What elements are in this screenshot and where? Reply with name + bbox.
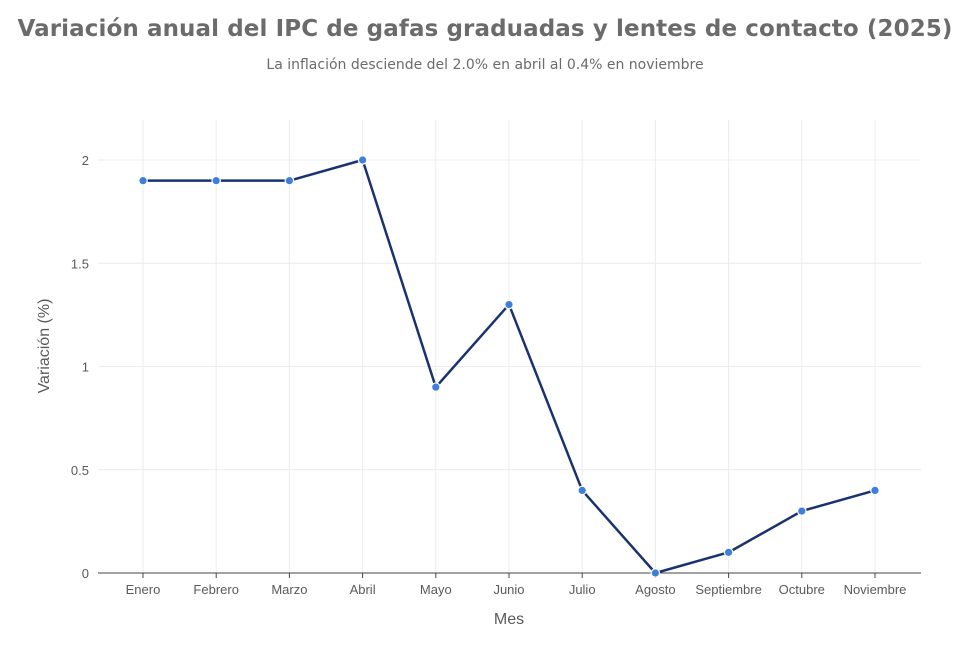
data-point <box>432 383 440 391</box>
y-tick-label: 0 <box>82 566 89 581</box>
y-tick-label: 1.5 <box>71 256 89 271</box>
data-point <box>285 176 293 184</box>
x-tick-label: Octubre <box>779 582 825 597</box>
data-point <box>505 300 513 308</box>
data-point <box>139 176 147 184</box>
x-tick-labels: Enero Febrero Marzo Abril Mayo Junio Julio Agos… <box>126 582 907 597</box>
data-point <box>212 176 220 184</box>
x-tick-label: Febrero <box>193 582 239 597</box>
y-tick-labels: 0 0.5 1 1.5 2 <box>71 153 89 581</box>
axes <box>98 573 921 578</box>
x-tick-label: Junio <box>493 582 524 597</box>
y-axis-title: Variación (%) <box>36 299 53 394</box>
x-tick-label: Noviembre <box>844 582 907 597</box>
x-tick-label: Agosto <box>635 582 675 597</box>
x-tick-label: Mayo <box>420 582 452 597</box>
data-point <box>798 507 806 515</box>
data-point <box>651 569 659 577</box>
x-tick-label: Septiembre <box>695 582 761 597</box>
x-tick-label: Abril <box>350 582 376 597</box>
grid-lines <box>98 120 921 573</box>
x-tick-label: Marzo <box>271 582 307 597</box>
y-tick-label: 0.5 <box>71 463 89 478</box>
x-axis-title: Mes <box>494 611 524 628</box>
x-tick-label: Enero <box>126 582 161 597</box>
x-tick-label: Julio <box>569 582 596 597</box>
data-point <box>871 486 879 494</box>
data-point <box>358 156 366 164</box>
data-point <box>724 548 732 556</box>
y-tick-label: 1 <box>82 360 89 375</box>
data-point <box>578 486 586 494</box>
y-tick-label: 2 <box>82 153 89 168</box>
